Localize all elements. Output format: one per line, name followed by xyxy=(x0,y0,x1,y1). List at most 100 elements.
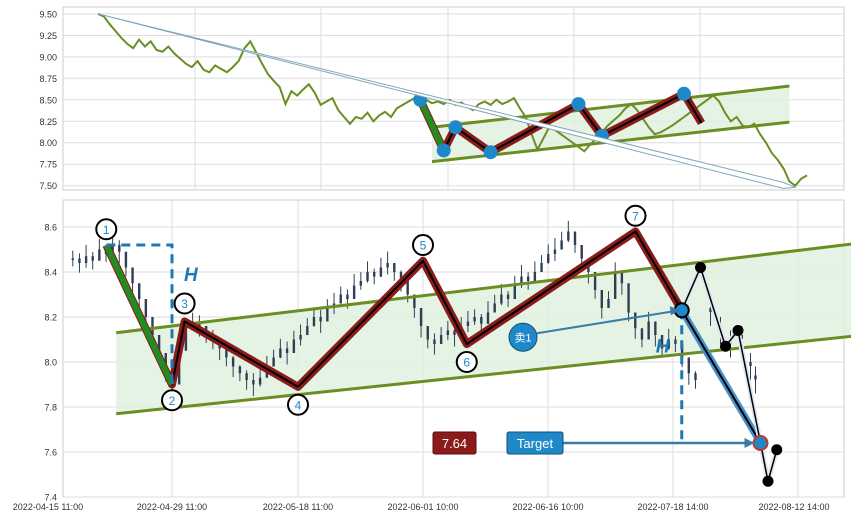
projection-point xyxy=(695,262,706,273)
price-badge xyxy=(432,431,477,455)
pivot-label-circle xyxy=(412,234,434,256)
numbered-pivot-labels: 1 2 3 4 5 6 7 xyxy=(95,204,647,416)
candle-body xyxy=(279,348,282,358)
candle-body xyxy=(306,326,309,335)
candle-body xyxy=(326,308,329,322)
pivot-label-circle xyxy=(287,393,309,416)
candle-body xyxy=(667,339,670,349)
candle-body xyxy=(640,328,644,340)
candle-body xyxy=(252,380,255,385)
candle-body xyxy=(500,294,503,304)
price-badge-label: 7.64 xyxy=(442,436,467,451)
upper-y-tick-label: 8.50 xyxy=(39,95,57,105)
candle-body xyxy=(660,335,664,349)
candle-body xyxy=(627,283,630,313)
target-annotation: 7.64 Target xyxy=(432,431,755,455)
upper-y-tick-label: 8.75 xyxy=(39,74,57,84)
target-badge xyxy=(506,431,564,455)
sell-signal-label: 卖1 xyxy=(514,331,531,344)
candle-body xyxy=(419,308,423,326)
candle-body xyxy=(654,321,657,335)
lower-y-tick-label: 8.2 xyxy=(44,313,57,323)
lower-zigzag-core xyxy=(105,230,683,388)
candle-body xyxy=(386,263,389,268)
candle-body xyxy=(157,335,161,353)
candle-body xyxy=(466,321,470,326)
candle-body xyxy=(567,231,570,241)
breakout-height-marker: H xyxy=(656,310,684,443)
candle-body xyxy=(231,357,235,367)
candle-body xyxy=(124,251,128,268)
candle-body xyxy=(473,317,476,322)
candle-body xyxy=(520,276,523,286)
candle-body xyxy=(118,245,121,252)
lower-y-tick-label: 8.0 xyxy=(44,358,57,368)
upper-y-tick-labels: 9.50 9.25 9.00 8.75 8.50 8.25 8.00 7.75 7.50 xyxy=(39,9,57,191)
lower-y-tick-label: 8.6 xyxy=(44,223,57,233)
upper-panel: 9.50 9.25 9.00 8.75 8.50 8.25 8.00 7.75 7.50 xyxy=(39,6,845,191)
upper-first-leg xyxy=(417,98,447,152)
candle-body xyxy=(453,330,456,335)
candle-body xyxy=(346,294,349,299)
candle-body xyxy=(749,362,752,366)
candle-body xyxy=(694,373,697,380)
candle-body xyxy=(373,272,376,277)
upper-trend-arrow xyxy=(97,13,796,189)
upper-y-tick-label: 8.25 xyxy=(39,117,57,127)
lower-channel-lower-line xyxy=(116,334,851,416)
candle-body xyxy=(600,290,603,308)
sell-arrow-head xyxy=(669,306,680,316)
candle-body xyxy=(607,299,610,308)
candle-body xyxy=(433,339,436,344)
candle-body xyxy=(312,317,316,326)
x-tick-label: 2022-05-18 11:00 xyxy=(263,502,333,512)
pivot-label-number: 5 xyxy=(420,239,427,253)
upper-y-tick-label: 8.00 xyxy=(39,138,57,148)
candle-body xyxy=(339,294,342,304)
breakout-height-label: H xyxy=(656,336,671,357)
projection-point xyxy=(762,475,774,487)
x-tick-label: 2022-04-29 11:00 xyxy=(137,502,207,512)
candle-body xyxy=(513,285,516,299)
candle-body xyxy=(393,263,396,272)
candle-body xyxy=(71,258,74,260)
x-tick-label: 2022-06-16 10:00 xyxy=(512,502,583,512)
candle-body xyxy=(184,330,188,351)
candle-body xyxy=(486,312,490,324)
candle-body xyxy=(553,249,557,254)
pivot-label-number: 3 xyxy=(181,297,188,311)
candle-body xyxy=(366,272,369,281)
upper-pivot-dot xyxy=(436,143,451,158)
candle-body xyxy=(225,348,228,358)
candle-body xyxy=(144,299,148,317)
candle-body xyxy=(319,317,322,322)
height-dashed-line xyxy=(106,243,174,385)
projection-point xyxy=(720,340,731,352)
candle-body xyxy=(399,272,403,281)
target-arrow-head xyxy=(744,438,755,448)
x-tick-label: 2022-04-15 11:00 xyxy=(13,502,83,512)
candle-body xyxy=(493,303,496,313)
candle-body xyxy=(98,249,101,261)
lower-y-tick-label: 7.4 xyxy=(44,493,57,503)
candle-body xyxy=(138,283,141,299)
pattern-height-marker: H xyxy=(106,243,199,385)
upper-y-tick-label: 7.50 xyxy=(39,181,57,191)
upper-pivot-dot xyxy=(448,120,463,135)
upper-pivot-dot xyxy=(571,97,586,112)
pivot-label-number: 1 xyxy=(103,223,110,237)
pivot-label-circle xyxy=(624,204,647,227)
sell-signal-circle xyxy=(508,322,538,352)
candle-body xyxy=(480,317,483,324)
pivot-label-number: 7 xyxy=(632,209,639,223)
candle-body xyxy=(526,276,530,281)
projection-path xyxy=(673,260,783,487)
candle-body xyxy=(272,357,275,367)
lower-channel-upper-line xyxy=(116,242,851,335)
candle-body xyxy=(359,281,363,286)
candle-body xyxy=(620,272,624,284)
x-tick-label: 2022-07-18 14:00 xyxy=(637,502,708,512)
candle-body xyxy=(533,272,537,281)
candle-body xyxy=(540,263,543,272)
